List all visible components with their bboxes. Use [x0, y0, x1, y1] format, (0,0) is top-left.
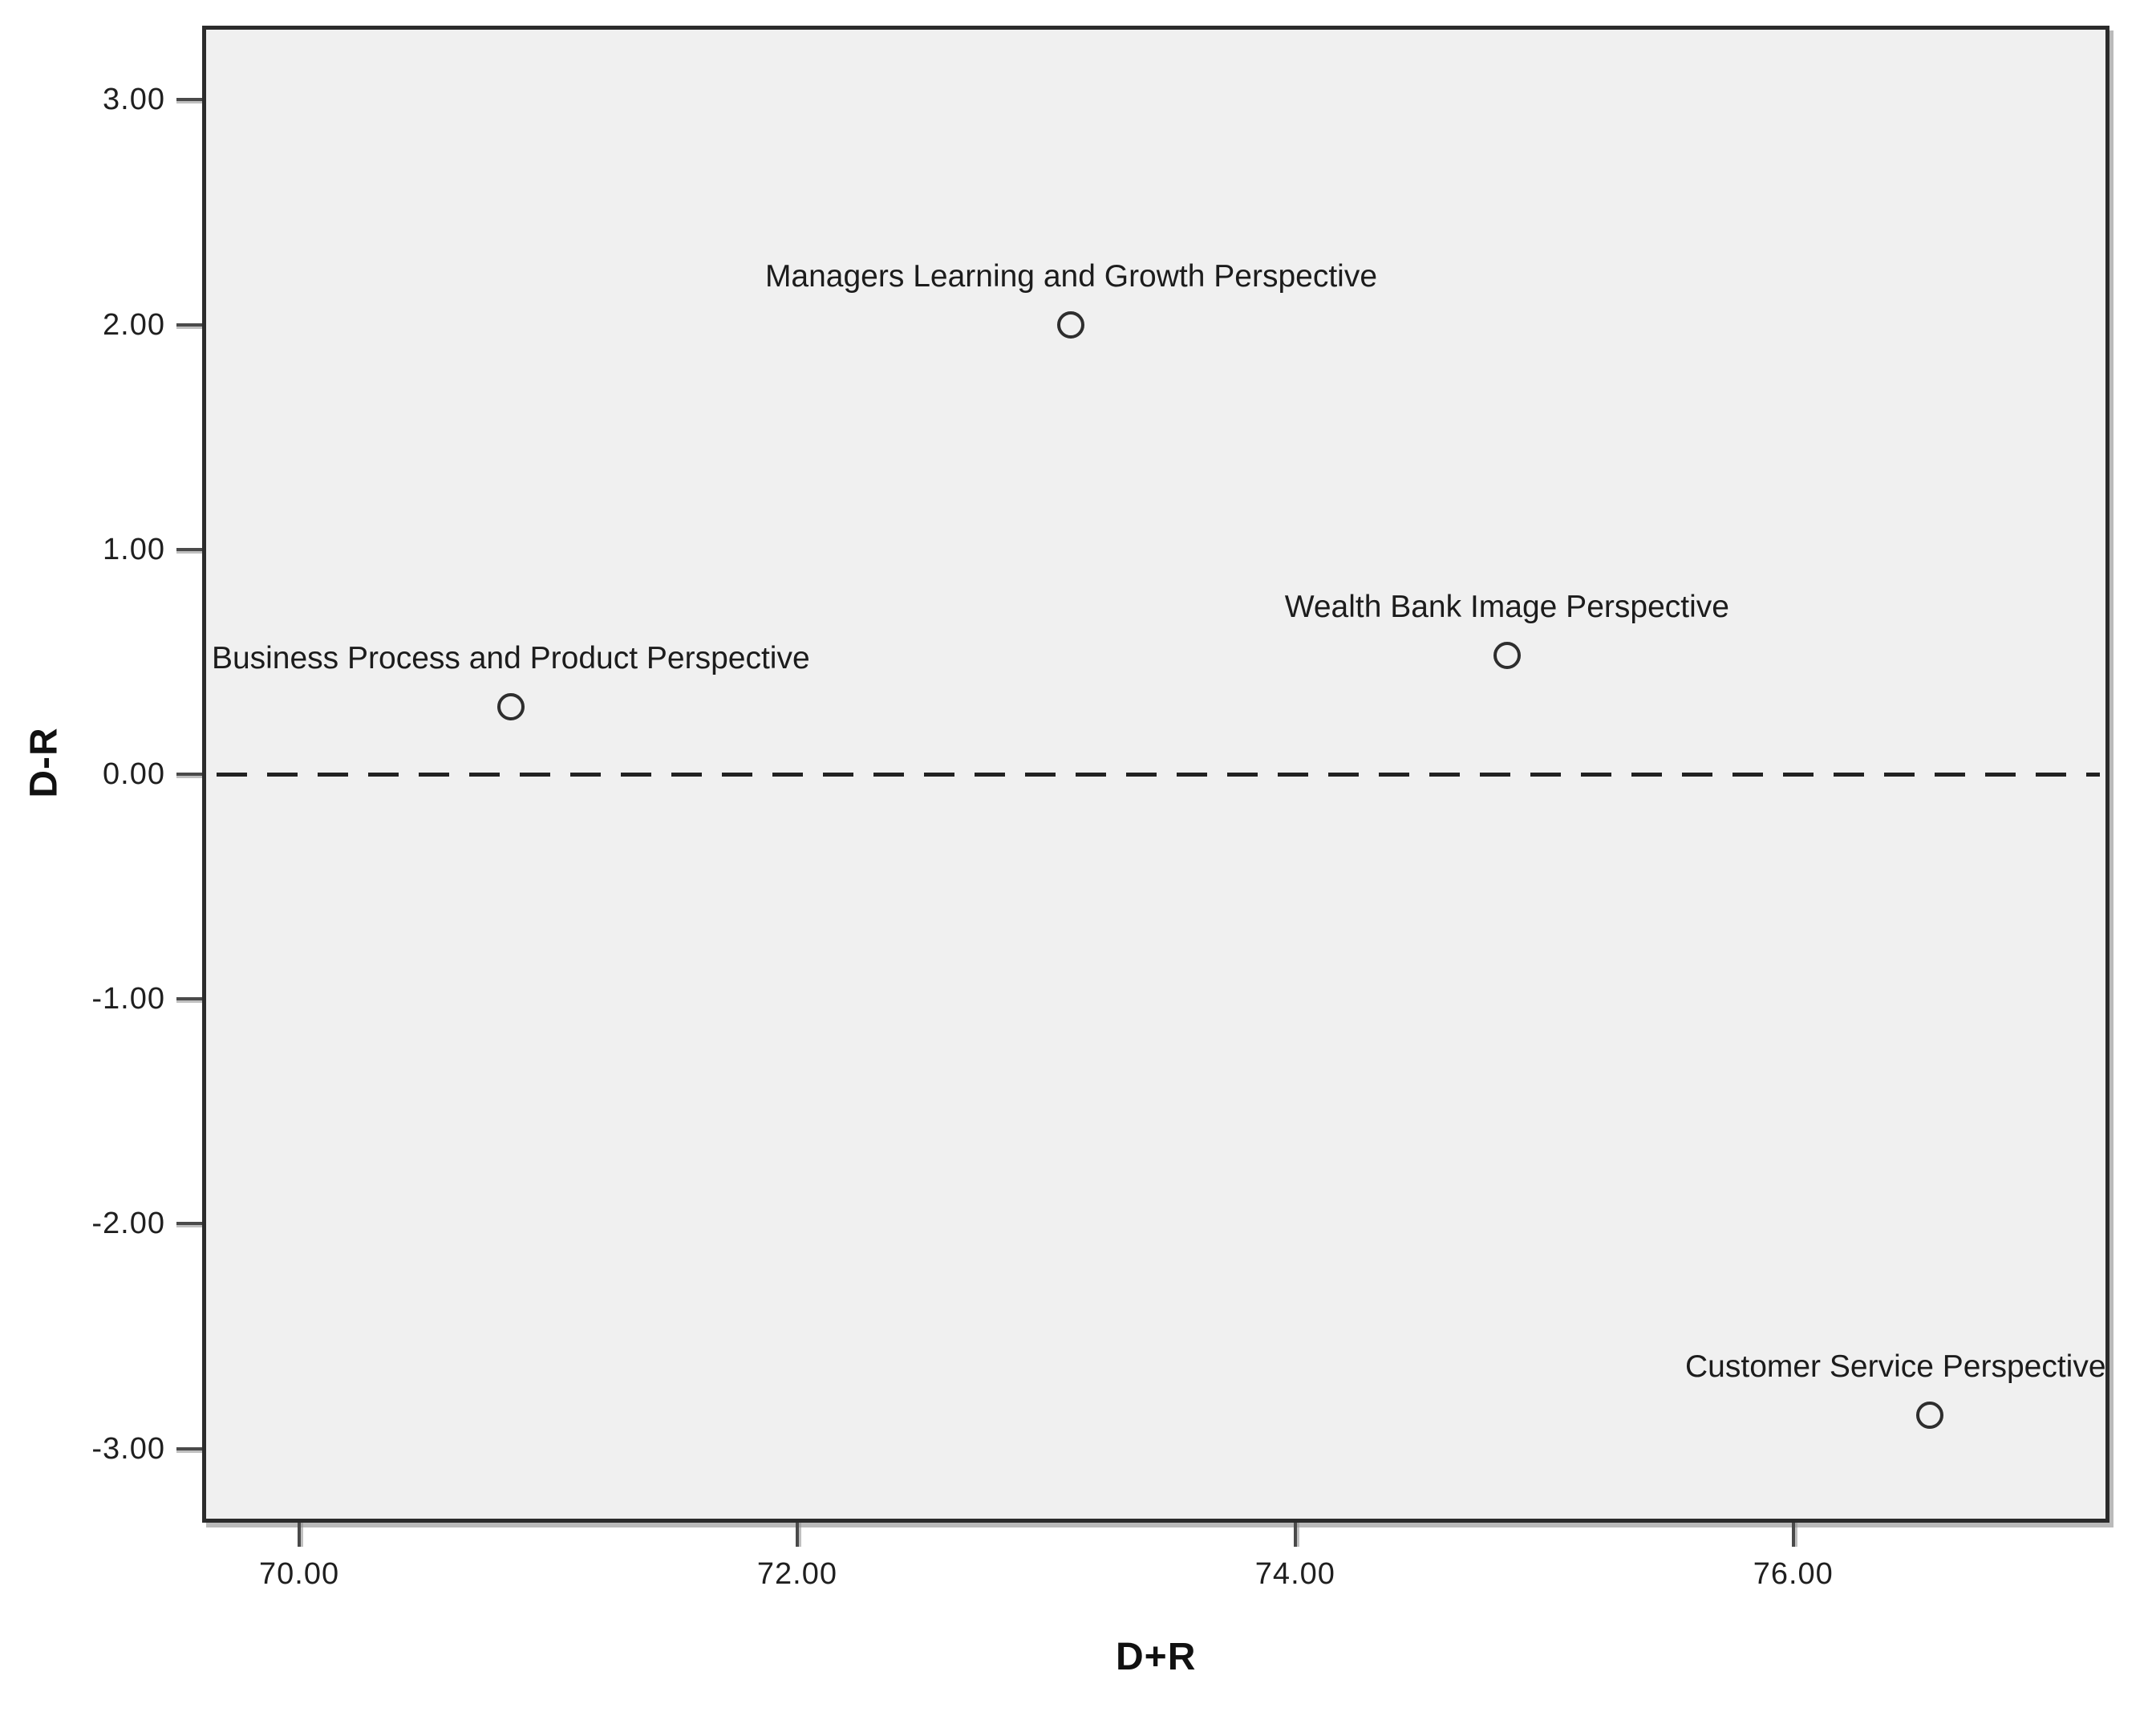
x-tick-mark	[1293, 1523, 1297, 1547]
y-tick-label: 0.00	[103, 757, 165, 791]
y-tick-mark	[176, 773, 202, 776]
x-tick-label: 76.00	[1753, 1557, 1834, 1591]
data-point-label: Business Process and Product Perspective	[211, 640, 810, 675]
x-axis-title: D+R	[1116, 1636, 1197, 1678]
x-tick-mark	[1791, 1523, 1795, 1547]
y-tick-label: 1.00	[103, 532, 165, 566]
y-tick-label: 3.00	[103, 83, 165, 117]
x-tick-label: 74.00	[1254, 1557, 1335, 1591]
x-tick-mark	[298, 1523, 302, 1547]
y-tick-mark	[176, 1446, 202, 1450]
y-tick-mark	[176, 547, 202, 551]
x-tick-label: 72.00	[756, 1557, 837, 1591]
data-point-marker	[1916, 1401, 1944, 1429]
zero-reference-line	[217, 773, 2100, 777]
data-point-label: Managers Learning and Growth Perspective	[764, 258, 1378, 294]
y-tick-mark	[176, 1222, 202, 1226]
data-point-marker	[496, 692, 525, 720]
y-tick-label: -3.00	[91, 1431, 165, 1466]
x-tick-label: 70.00	[259, 1557, 340, 1591]
y-tick-label: -1.00	[91, 982, 165, 1016]
y-tick-mark	[176, 323, 202, 327]
y-tick-label: 2.00	[103, 307, 165, 342]
y-tick-label: -2.00	[91, 1207, 165, 1241]
data-point-label: Customer Service Perspective	[1685, 1349, 2106, 1384]
y-tick-mark	[176, 98, 202, 102]
data-point-marker	[1493, 641, 1521, 669]
y-axis-title: D-R	[22, 726, 66, 798]
x-tick-mark	[795, 1523, 799, 1547]
data-point-label: Wealth Bank Image Perspective	[1284, 589, 1729, 624]
y-tick-mark	[176, 997, 202, 1001]
data-point-marker	[1057, 310, 1085, 339]
